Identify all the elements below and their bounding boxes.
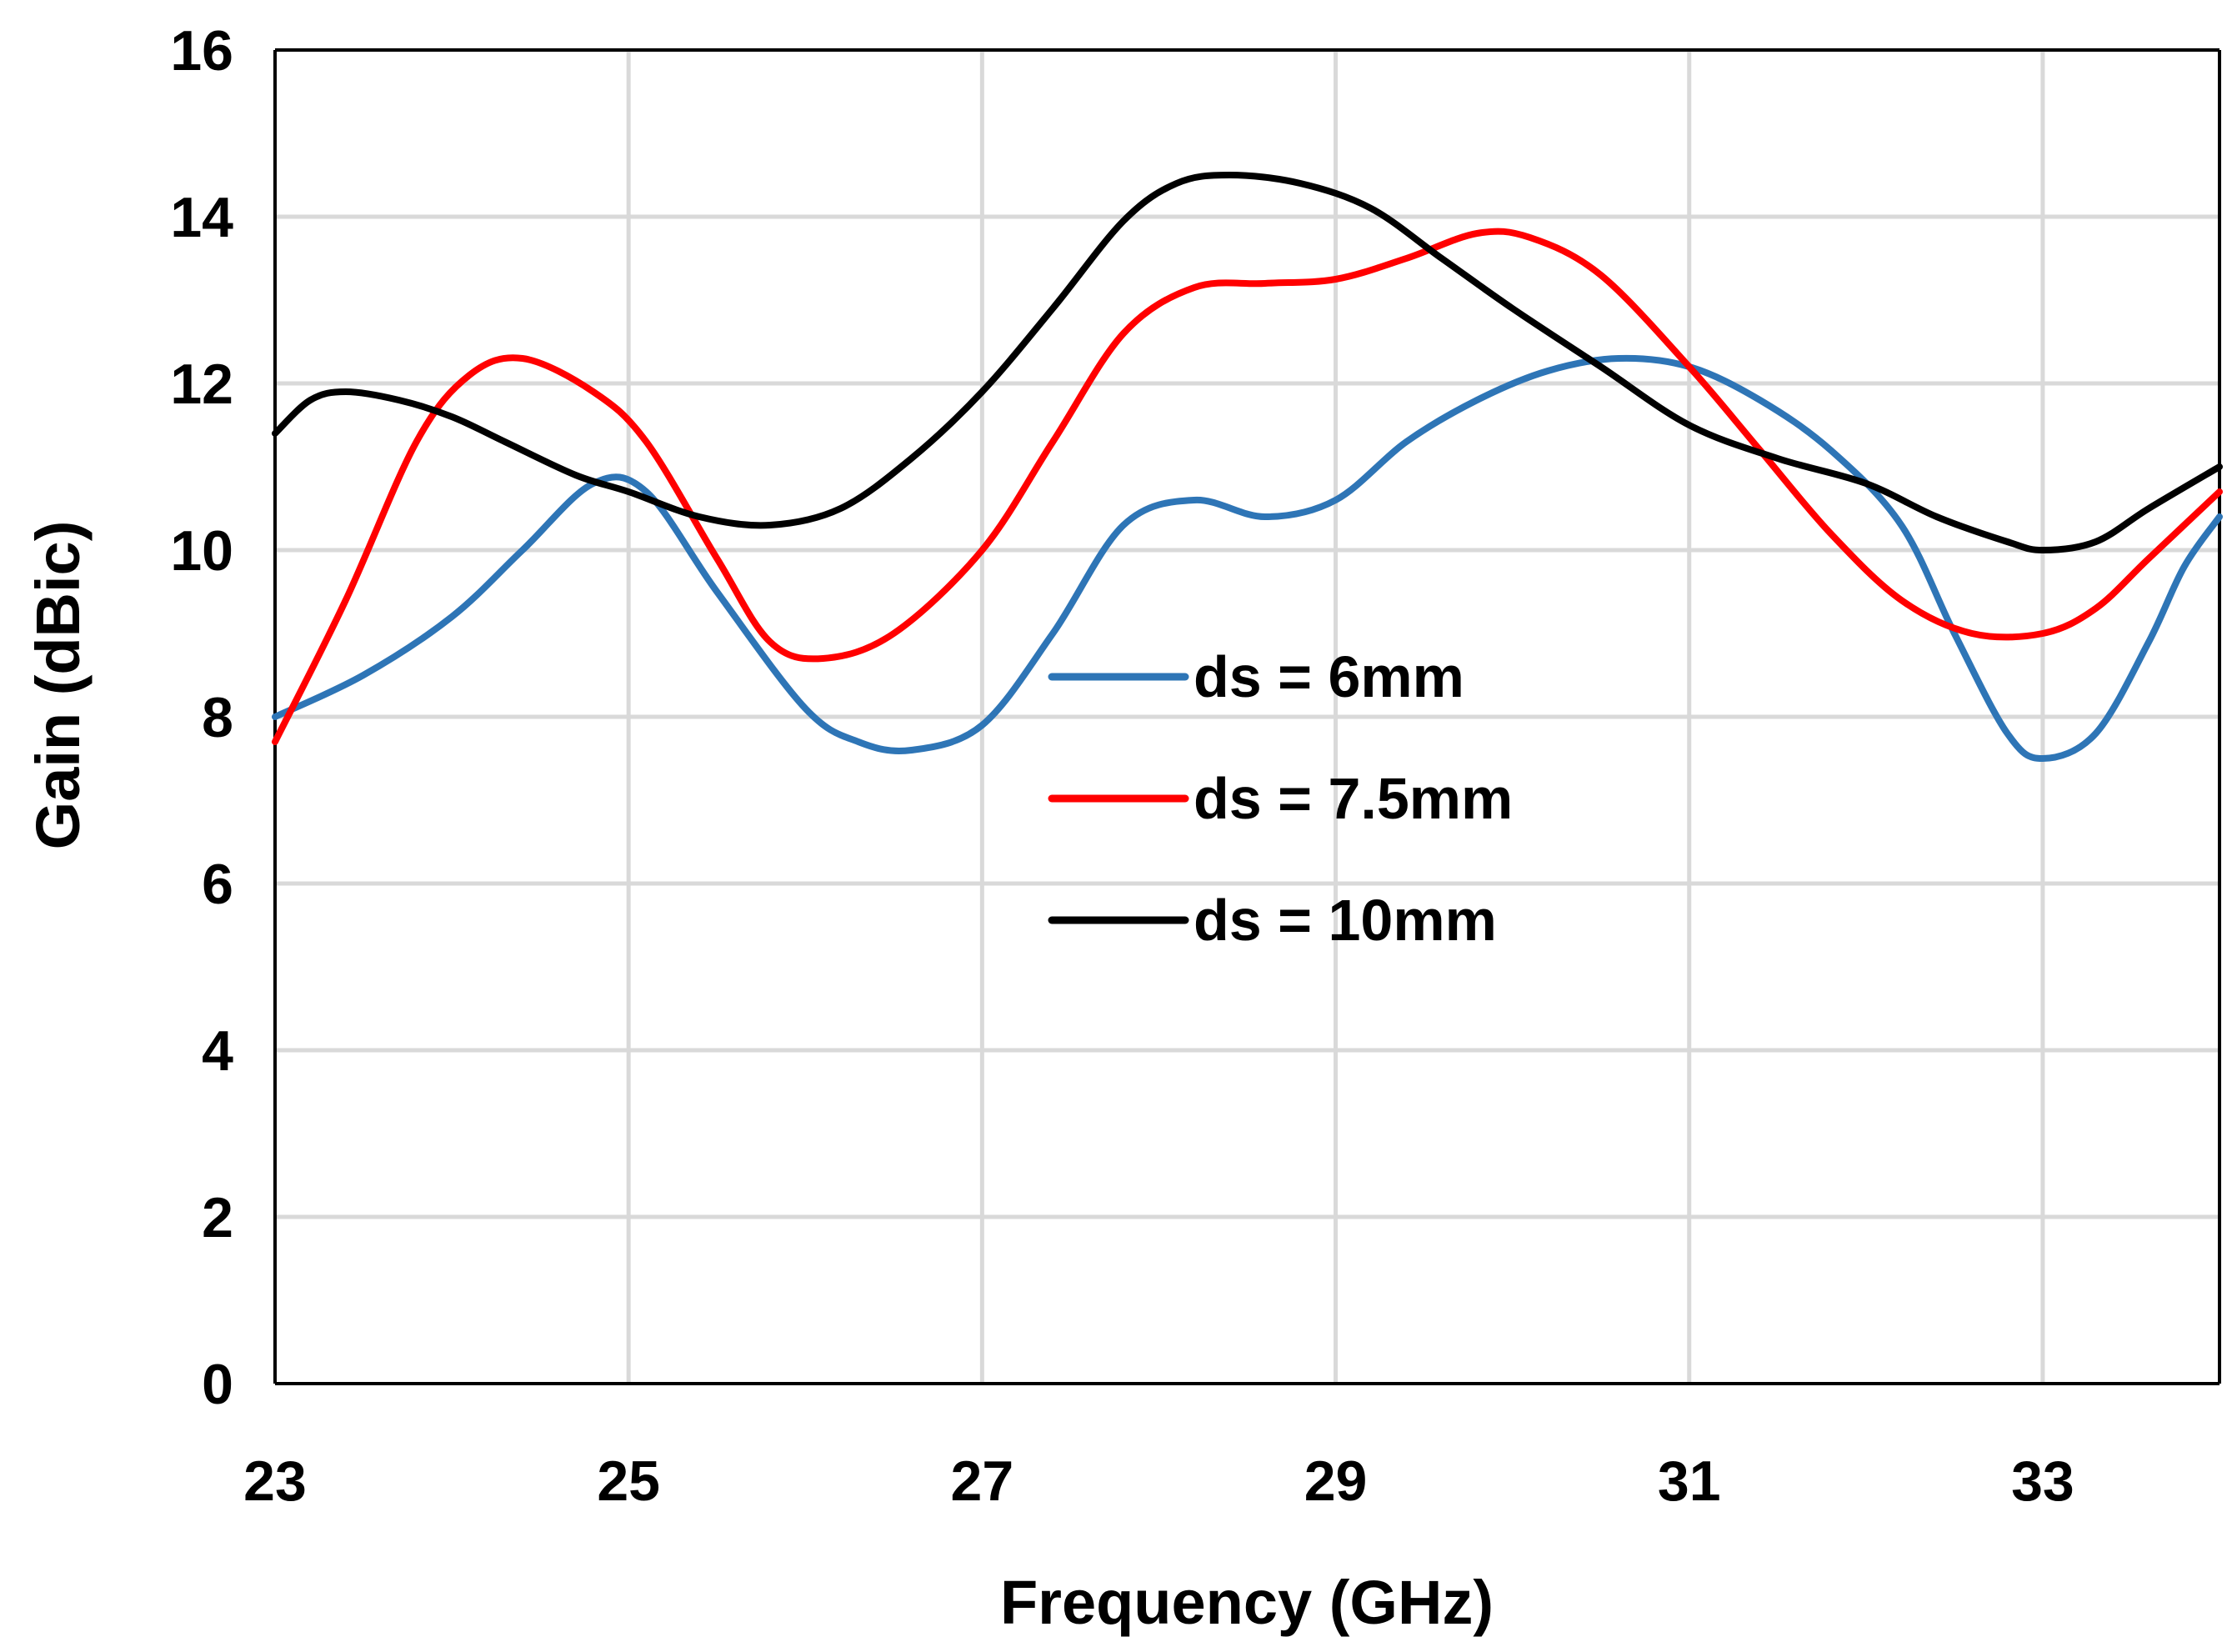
x-tick-label: 29 (1304, 1449, 1368, 1513)
y-tick-label: 4 (202, 1019, 233, 1083)
legend-label-1: ds = 6mm (1194, 644, 1464, 709)
series-line-2 (272, 228, 2223, 745)
y-axis-title: Gain (dBic) (23, 521, 93, 850)
tick-labels: 0 2 4 6 8 10 12 14 16 23 25 27 29 31 33 (170, 19, 2074, 1513)
grid-lines (275, 48, 2219, 1384)
series-line-1 (272, 354, 2223, 762)
x-axis-title: Frequency (GHz) (1000, 1568, 1494, 1637)
x-tick-label: 23 (243, 1449, 307, 1513)
x-tick-label: 27 (951, 1449, 1014, 1513)
x-tick-label: 31 (1658, 1449, 1721, 1513)
legend: ds = 6mm ds = 7.5mm ds = 10mm (1048, 644, 1513, 953)
y-tick-label: 8 (202, 686, 233, 749)
y-tick-label: 12 (170, 353, 233, 416)
y-tick-label: 10 (170, 519, 233, 583)
legend-label-2: ds = 7.5mm (1194, 766, 1513, 831)
x-tick-label: 25 (597, 1449, 660, 1513)
y-tick-label: 16 (170, 19, 233, 83)
y-tick-label: 6 (202, 853, 233, 916)
legend-label-3: ds = 10mm (1194, 888, 1497, 953)
y-tick-label: 0 (202, 1353, 233, 1416)
x-tick-label: 33 (2011, 1449, 2074, 1513)
series-line-3 (272, 172, 2223, 553)
y-tick-label: 2 (202, 1186, 233, 1249)
y-tick-label: 14 (170, 186, 233, 249)
series-lines (272, 172, 2223, 762)
